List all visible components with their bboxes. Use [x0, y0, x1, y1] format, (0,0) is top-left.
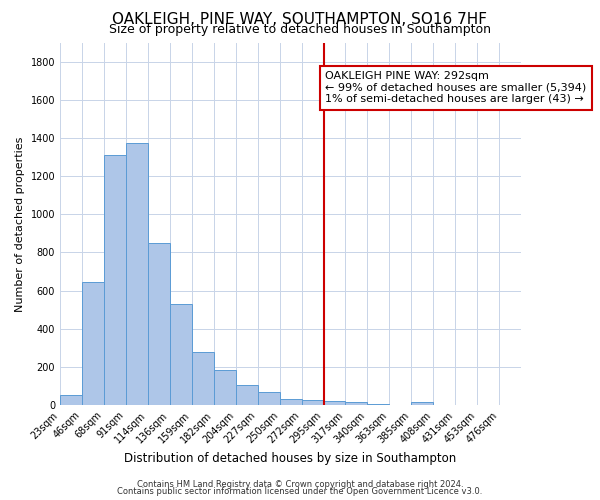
Bar [148, 243, 170, 405]
Bar [389, 404, 412, 405]
Bar [236, 384, 257, 405]
Bar [82, 282, 104, 405]
Bar [170, 304, 192, 405]
Bar [214, 370, 236, 405]
Bar [257, 392, 280, 405]
Y-axis label: Number of detached properties: Number of detached properties [15, 136, 25, 312]
Bar [346, 402, 367, 405]
Bar [367, 404, 389, 405]
Text: Contains public sector information licensed under the Open Government Licence v3: Contains public sector information licen… [118, 487, 482, 496]
Bar [323, 402, 346, 405]
Bar [60, 394, 82, 405]
Bar [302, 400, 323, 405]
Bar [192, 352, 214, 405]
Text: OAKLEIGH PINE WAY: 292sqm
← 99% of detached houses are smaller (5,394)
1% of sem: OAKLEIGH PINE WAY: 292sqm ← 99% of detac… [325, 71, 587, 104]
Text: Contains HM Land Registry data © Crown copyright and database right 2024.: Contains HM Land Registry data © Crown c… [137, 480, 463, 489]
Bar [126, 142, 148, 405]
Bar [280, 398, 302, 405]
Bar [104, 155, 126, 405]
Text: OAKLEIGH, PINE WAY, SOUTHAMPTON, SO16 7HF: OAKLEIGH, PINE WAY, SOUTHAMPTON, SO16 7H… [113, 12, 487, 28]
X-axis label: Distribution of detached houses by size in Southampton: Distribution of detached houses by size … [124, 452, 457, 465]
Bar [412, 402, 433, 405]
Text: Size of property relative to detached houses in Southampton: Size of property relative to detached ho… [109, 22, 491, 36]
